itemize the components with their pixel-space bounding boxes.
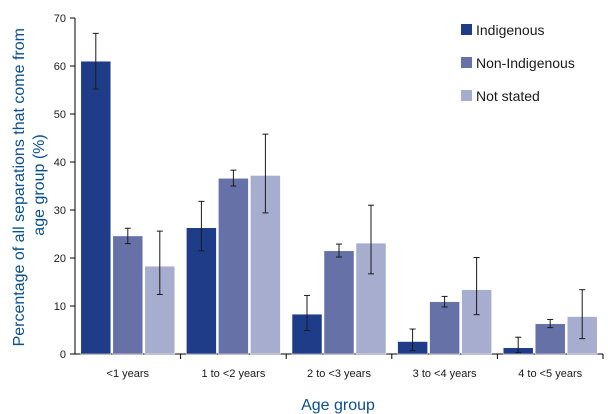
x-tick-label: 4 to <5 years bbox=[518, 368, 582, 380]
bar[interactable] bbox=[250, 175, 281, 355]
y-tick-label: 40 bbox=[54, 157, 66, 169]
y-axis-title-line-2: age group (%) bbox=[31, 134, 48, 235]
y-tick-label: 0 bbox=[60, 349, 66, 361]
bar[interactable] bbox=[534, 323, 566, 355]
y-axis-title-line-1: Percentage of all separations that come … bbox=[11, 28, 28, 346]
y-tick-label: 10 bbox=[54, 301, 66, 313]
x-tick-label: 3 to <4 years bbox=[413, 368, 477, 380]
x-tick-label: <1 years bbox=[107, 368, 150, 380]
legend-swatch bbox=[461, 57, 472, 68]
y-tick-label: 60 bbox=[54, 61, 66, 73]
x-tick-label: 1 to <2 years bbox=[201, 368, 265, 380]
x-axis-title: Age group bbox=[301, 397, 375, 414]
y-tick-label: 50 bbox=[54, 109, 66, 121]
legend-label: Not stated bbox=[476, 88, 540, 104]
y-tick-label: 30 bbox=[54, 205, 66, 217]
y-tick-label: 20 bbox=[54, 253, 66, 265]
bar[interactable] bbox=[80, 60, 112, 355]
bar[interactable] bbox=[323, 250, 355, 355]
legend-swatch bbox=[461, 24, 472, 35]
bar[interactable] bbox=[112, 235, 144, 355]
y-tick-label: 70 bbox=[54, 13, 66, 25]
x-tick-label: 2 to <3 years bbox=[307, 368, 371, 380]
legend-label: Indigenous bbox=[476, 22, 545, 38]
bar[interactable] bbox=[218, 178, 249, 355]
legend-swatch bbox=[461, 90, 472, 101]
bar[interactable] bbox=[429, 301, 460, 355]
y-axis-title: Percentage of all separations that come … bbox=[11, 24, 48, 347]
legend-label: Non-Indigenous bbox=[476, 55, 575, 71]
